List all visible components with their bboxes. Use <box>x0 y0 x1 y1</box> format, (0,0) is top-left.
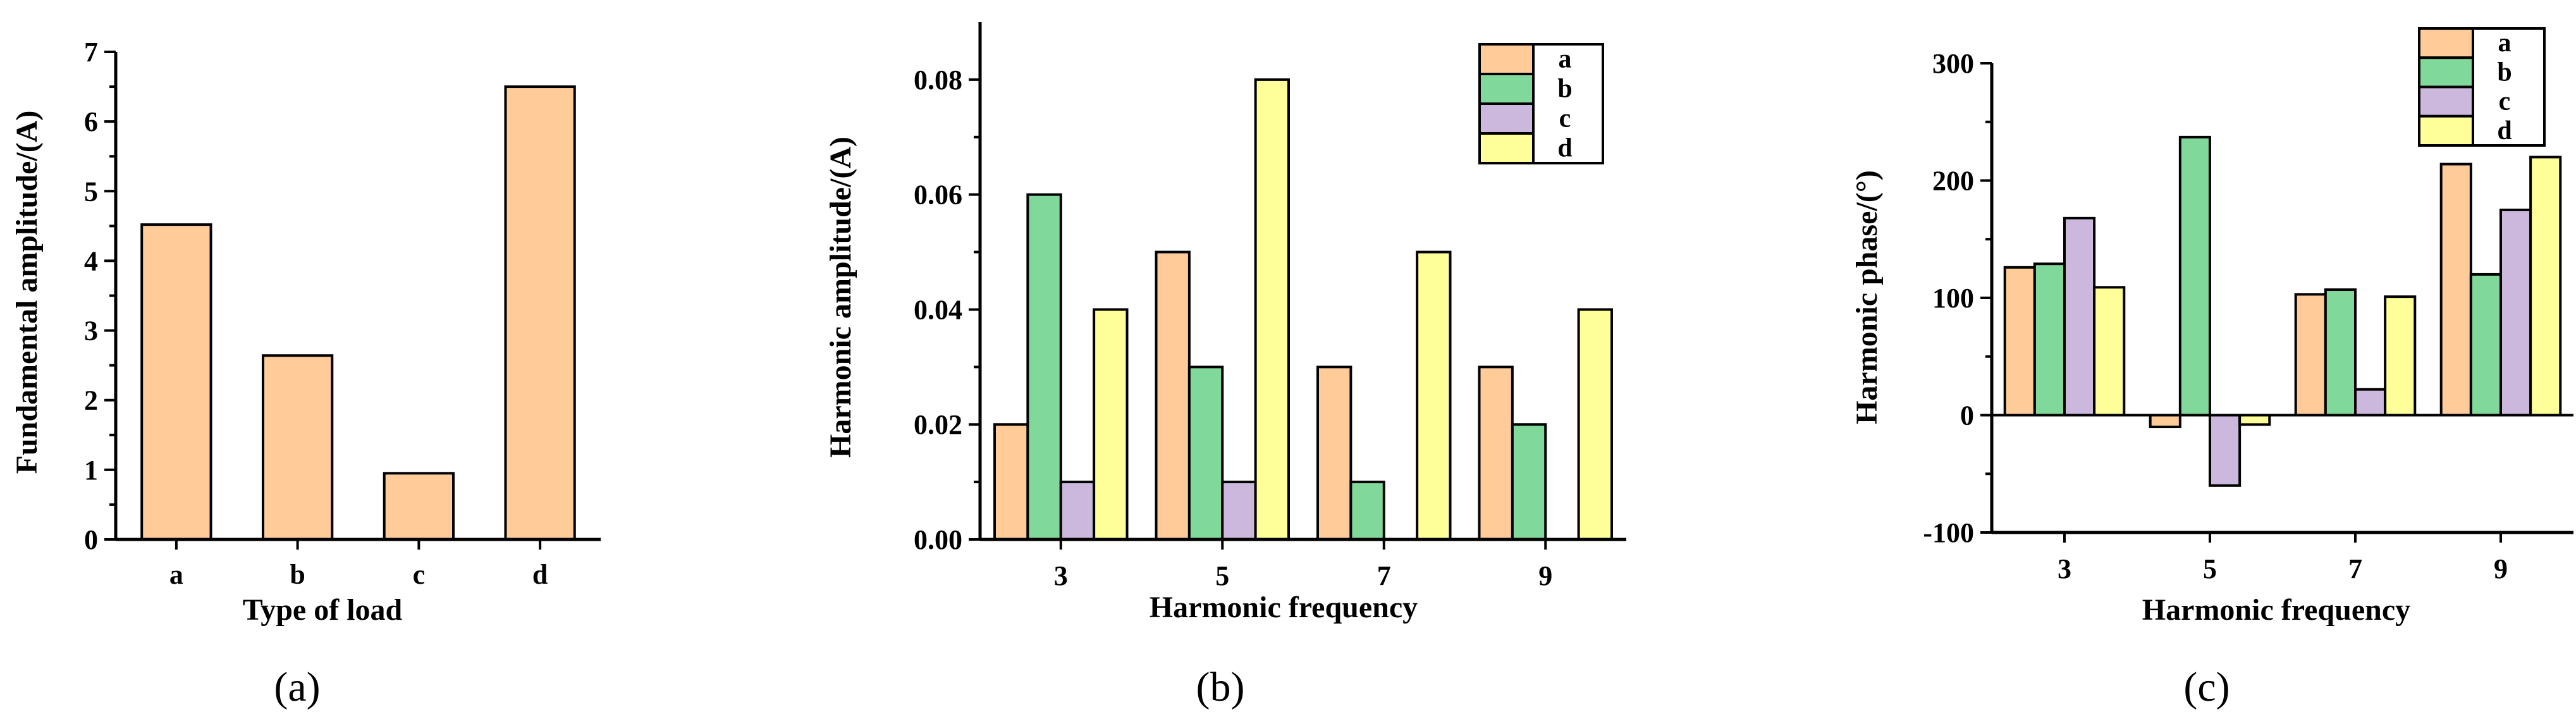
panel-c-bar-c-3 <box>2063 216 2096 417</box>
panel-c-bar-a-9 <box>2439 163 2472 417</box>
panel-b-legend-label-a: a <box>1559 45 1572 74</box>
panel-c-legend-swatch-c <box>2418 85 2474 118</box>
panel-b-ylabel: Harmonic amplitude/(A) <box>824 137 857 458</box>
panel-b-bar-a-7 <box>1316 366 1352 541</box>
panel-b-ytick-label: 0.08 <box>914 65 962 95</box>
panel-a-bar-c <box>383 472 455 541</box>
panel-c-xtick-label-7: 7 <box>2348 553 2362 584</box>
panel-b-xtick-label-3: 3 <box>1054 560 1068 591</box>
panel-b-legend-label-b: b <box>1557 75 1572 104</box>
panel-c-ytick-label: 100 <box>1932 283 1974 314</box>
panel-b-bar-b-7 <box>1349 481 1385 541</box>
panel-c-ytick-label: 300 <box>1932 48 1974 79</box>
panel-c-bar-b-3 <box>2033 262 2066 417</box>
panel-c-bar-d-7 <box>2384 295 2417 417</box>
panel-b-ytick-label: 0.00 <box>914 524 962 555</box>
panel-c-bar-d-9 <box>2529 156 2562 417</box>
panel-a-ytick-label: 2 <box>84 385 98 416</box>
panel-c-label: (c) <box>2183 664 2229 710</box>
panel-b-xlabel: Harmonic frequency <box>1150 591 1418 624</box>
panel-c-ytick-label: -100 <box>1923 517 1974 548</box>
panel-c-xtick-label-5: 5 <box>2203 553 2217 584</box>
panel-c-xtick-label-9: 9 <box>2494 553 2508 584</box>
panel-b-legend-label-c: c <box>1559 104 1571 133</box>
panel-a-bar-d <box>504 85 576 541</box>
panel-b-label: (b) <box>1196 664 1245 710</box>
panel-b-bar-b-3 <box>1026 193 1062 541</box>
panel-b-bar-a-9 <box>1478 366 1514 541</box>
panel-c-ylabel: Harmonic phase/(°) <box>1850 170 1884 424</box>
panel-a-xtick-label-a: a <box>169 559 183 590</box>
panel-c-bar-b-5 <box>2178 135 2212 417</box>
panel-b-legend-label-d: d <box>1557 134 1572 163</box>
panel-b-legend-swatch-b <box>1478 73 1535 105</box>
panel-c-ytick-label: 200 <box>1932 166 1974 197</box>
panel-b-ytick-label: 0.02 <box>914 409 962 440</box>
panel-a-xtick-label-c: c <box>413 559 426 590</box>
panel-c-bar-b-7 <box>2324 288 2357 417</box>
panel-a-ytick-label: 1 <box>84 455 98 486</box>
panel-b-bar-a-3 <box>993 423 1029 541</box>
panel-b-bar-b-5 <box>1187 366 1224 541</box>
panel-a-xtick-label-b: b <box>290 559 305 590</box>
panel-a-bar-b <box>261 354 334 541</box>
panel-c-legend-swatch-a <box>2418 27 2474 59</box>
panel-b-legend-swatch-c <box>1478 102 1535 135</box>
panel-b-bar-c-3 <box>1059 481 1096 541</box>
panel-c-ytick-label: 0 <box>1960 400 1974 431</box>
panel-a-ytick-label: 6 <box>84 106 98 137</box>
panel-b-ytick-label: 0.04 <box>914 294 962 325</box>
panel-b-bar-d-9 <box>1577 308 1614 541</box>
panel-c-bar-a-3 <box>2003 266 2036 417</box>
panel-a-ytick-label: 5 <box>84 176 98 207</box>
panel-c-legend-swatch-b <box>2418 56 2474 89</box>
panel-c-bar-c-7 <box>2354 388 2387 417</box>
panel-c-legend-label-c: c <box>2499 87 2511 116</box>
panel-b-bar-d-7 <box>1416 250 1452 541</box>
panel-b-bar-b-9 <box>1511 423 1547 541</box>
panel-b-bar-d-5 <box>1254 78 1291 541</box>
panel-c-bar-c-5 <box>2209 414 2242 487</box>
panel-c-legend-label-a: a <box>2498 28 2512 58</box>
panel-b-legend-swatch-a <box>1478 43 1535 75</box>
panel-c-legend-swatch-d <box>2418 114 2474 147</box>
panel-c-bar-d-3 <box>2093 286 2126 417</box>
panel-b-bar-c-5 <box>1221 481 1257 541</box>
panel-c-xtick-label-3: 3 <box>2058 553 2071 584</box>
panel-c-bar-a-5 <box>2149 414 2181 429</box>
panel-a-ytick-label: 7 <box>84 37 98 68</box>
panel-a-ytick-label: 4 <box>84 245 98 276</box>
panel-a-bar-a <box>140 223 212 541</box>
panel-b-ytick-label: 0.06 <box>914 180 962 211</box>
panel-a-ylabel: Fundamental amplitude/(A) <box>10 111 44 474</box>
panel-a-ytick-label: 0 <box>84 524 98 555</box>
panel-b-bar-d-3 <box>1093 308 1129 541</box>
panel-b-xtick-label-5: 5 <box>1215 560 1229 591</box>
panel-b-legend-swatch-d <box>1478 132 1535 164</box>
panel-c-bar-c-9 <box>2499 208 2532 417</box>
panel-a-label: (a) <box>274 664 320 710</box>
panel-c-bar-d-5 <box>2238 414 2271 426</box>
panel-c-legend-label-d: d <box>2497 116 2512 145</box>
panel-b-xtick-label-7: 7 <box>1377 560 1391 591</box>
panel-c-bar-b-9 <box>2469 273 2503 417</box>
panel-b-xtick-label-9: 9 <box>1538 560 1552 591</box>
panel-a-xlabel: Type of load <box>243 593 403 627</box>
panel-a-ytick-label: 3 <box>84 316 98 347</box>
panel-c-bar-a-7 <box>2294 293 2327 417</box>
panel-a-xtick-label-d: d <box>532 559 548 590</box>
panel-b-bar-a-5 <box>1155 250 1191 541</box>
panel-c-legend-label-b: b <box>2497 58 2512 87</box>
panel-c-xlabel: Harmonic frequency <box>2142 593 2410 627</box>
